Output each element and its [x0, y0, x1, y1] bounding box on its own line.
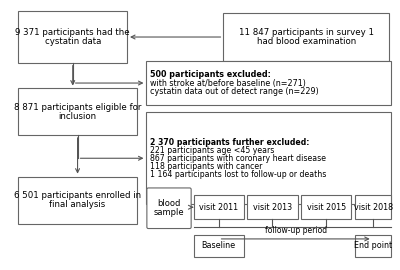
- Text: 6 501 participants enrolled in: 6 501 participants enrolled in: [14, 191, 141, 200]
- FancyBboxPatch shape: [224, 13, 389, 61]
- Text: visit 2015: visit 2015: [307, 203, 346, 212]
- Text: Baseline: Baseline: [202, 241, 236, 250]
- Text: final analysis: final analysis: [50, 200, 106, 209]
- FancyBboxPatch shape: [18, 11, 127, 63]
- FancyBboxPatch shape: [146, 112, 391, 204]
- FancyBboxPatch shape: [355, 195, 391, 219]
- FancyBboxPatch shape: [147, 188, 191, 228]
- Text: 221 participants age <45 years: 221 participants age <45 years: [150, 146, 275, 155]
- FancyBboxPatch shape: [18, 89, 137, 135]
- Text: 2 370 participants further excluded:: 2 370 participants further excluded:: [150, 138, 310, 147]
- Text: follow-up period: follow-up period: [264, 226, 327, 235]
- Text: 11 847 participants in survey 1: 11 847 participants in survey 1: [239, 28, 374, 37]
- Text: had blood examination: had blood examination: [256, 37, 356, 46]
- Text: visit 2018: visit 2018: [354, 203, 393, 212]
- Text: sample: sample: [154, 208, 184, 217]
- Text: with stroke at/before baseline (n=271): with stroke at/before baseline (n=271): [150, 79, 306, 87]
- FancyBboxPatch shape: [248, 195, 298, 219]
- Text: visit 2013: visit 2013: [253, 203, 292, 212]
- FancyBboxPatch shape: [18, 177, 137, 224]
- Text: cystatin data out of detect range (n=229): cystatin data out of detect range (n=229…: [150, 87, 319, 96]
- Text: visit 2011: visit 2011: [199, 203, 238, 212]
- Text: 500 participants excluded:: 500 participants excluded:: [150, 70, 271, 79]
- Text: 1 164 participants lost to follow-up or deaths: 1 164 participants lost to follow-up or …: [150, 170, 327, 179]
- Text: End point: End point: [354, 241, 392, 250]
- FancyBboxPatch shape: [146, 61, 391, 105]
- Text: 867 participants with coronary heart disease: 867 participants with coronary heart dis…: [150, 154, 326, 163]
- FancyBboxPatch shape: [301, 195, 352, 219]
- FancyBboxPatch shape: [194, 235, 244, 257]
- Text: 8 871 participants eligible for: 8 871 participants eligible for: [14, 103, 141, 112]
- FancyBboxPatch shape: [355, 235, 391, 257]
- Text: inclusion: inclusion: [58, 112, 97, 121]
- FancyBboxPatch shape: [194, 195, 244, 219]
- Text: 9 371 participants had the: 9 371 participants had the: [16, 28, 130, 37]
- Text: blood: blood: [157, 200, 181, 208]
- Text: 118 participants with cancer: 118 participants with cancer: [150, 162, 263, 171]
- Text: cystatin data: cystatin data: [44, 37, 101, 46]
